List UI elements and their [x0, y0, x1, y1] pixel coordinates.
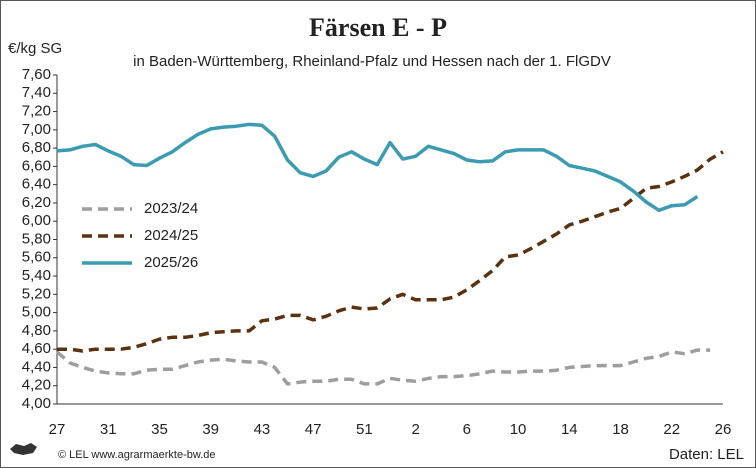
series-line: [55, 348, 711, 386]
y-tick-label: 6,20: [22, 194, 51, 211]
chart-subtitle: in Baden-Württemberg, Rheinland-Pfalz un…: [133, 53, 611, 70]
x-tick-label: 47: [305, 421, 322, 438]
x-tick-label: 35: [151, 421, 168, 438]
series-line: [57, 150, 724, 353]
y-tick-label: 5,20: [22, 285, 51, 302]
legend-label: 2023/24: [144, 200, 198, 217]
y-tick-label: 4,80: [22, 322, 51, 339]
x-tick-label: 14: [561, 421, 578, 438]
logo: [10, 443, 37, 455]
x-tick-label: 39: [202, 421, 219, 438]
y-tick-label: 4,20: [22, 377, 51, 394]
x-tick-label: 27: [49, 421, 66, 438]
x-tick-label: 18: [612, 421, 629, 438]
y-tick-label: 5,60: [22, 249, 51, 266]
y-axis-label: €/kg SG: [8, 40, 62, 57]
y-tick-label: 5,00: [22, 304, 51, 321]
y-tick-label: 4,00: [22, 395, 51, 412]
x-tick-label: 31: [100, 421, 117, 438]
y-tick-label: 6,40: [22, 176, 51, 193]
y-tick-label: 5,40: [22, 267, 51, 284]
x-tick-label: 43: [254, 421, 271, 438]
legend-label: 2024/25: [144, 227, 198, 244]
series-line: [56, 122, 699, 213]
x-tick-label: 10: [510, 421, 527, 438]
x-tick-label: 51: [356, 421, 373, 438]
legend-label: 2025/26: [144, 254, 198, 271]
chart-title: Färsen E - P: [309, 13, 447, 42]
y-tick-label: 5,80: [22, 230, 51, 247]
x-tick-label: 26: [715, 421, 732, 438]
y-tick-label: 6,60: [22, 157, 51, 174]
y-tick-label: 7,60: [22, 66, 51, 83]
y-tick-label: 7,40: [22, 84, 51, 101]
x-tick-label: 6: [463, 421, 471, 438]
y-tick-label: 4,40: [22, 358, 51, 375]
source: Daten: LEL: [669, 446, 744, 463]
y-tick-label: 7,00: [22, 121, 51, 138]
y-tick-label: 6,00: [22, 212, 51, 229]
x-tick-label: 2: [411, 421, 419, 438]
y-tick-label: 7,20: [22, 103, 51, 120]
y-tick-label: 6,80: [22, 139, 51, 156]
y-tick-label: 4,60: [22, 340, 51, 357]
credit: © LEL www.agrarmaerkte-bw.de: [58, 449, 216, 461]
x-tick-label: 22: [663, 421, 680, 438]
